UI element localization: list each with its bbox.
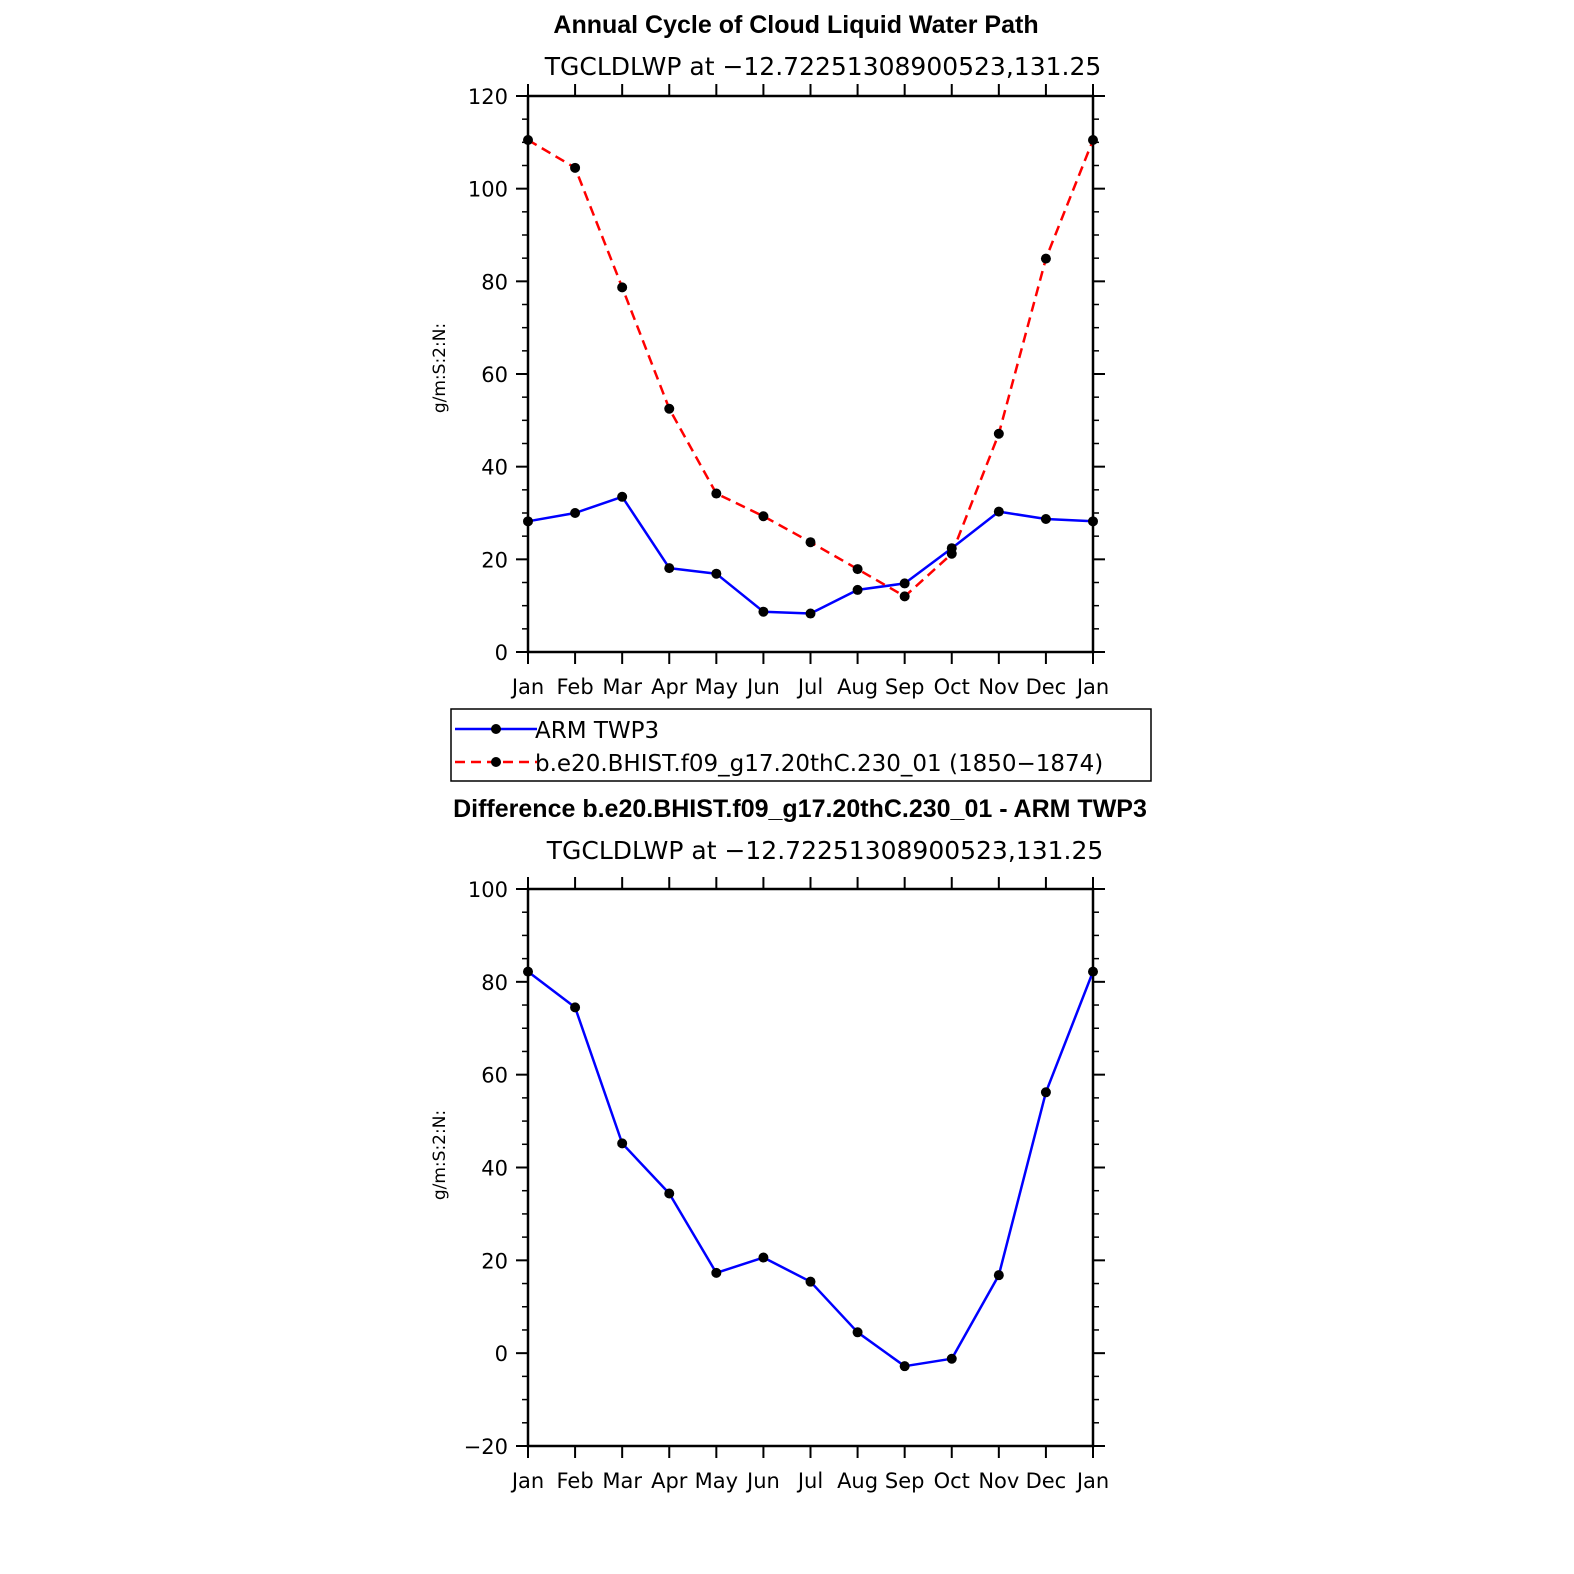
chart-subtitle: TGCLDLWP at −12.72251308900523,131.25 bbox=[546, 836, 1104, 865]
data-point-series-0 bbox=[523, 516, 533, 527]
x-tick-label: Jan bbox=[1075, 1469, 1109, 1493]
data-point-series-0 bbox=[664, 563, 675, 574]
x-tick-label: Oct bbox=[934, 1469, 970, 1493]
data-point-series-0 bbox=[617, 491, 628, 502]
y-tick-label: 40 bbox=[481, 456, 508, 480]
data-point-series-1 bbox=[664, 403, 675, 414]
x-tick-label: Jan bbox=[510, 1469, 544, 1493]
data-point-series-1 bbox=[805, 537, 816, 548]
y-tick-label: 0 bbox=[495, 641, 508, 665]
x-tick-label: Jul bbox=[796, 675, 823, 699]
data-point-series-1 bbox=[570, 162, 581, 173]
data-point-series-0 bbox=[617, 1138, 628, 1149]
x-tick-label: Apr bbox=[651, 675, 688, 699]
data-point-series-0 bbox=[805, 1276, 816, 1287]
y-tick-label: 80 bbox=[481, 270, 508, 294]
data-point-series-0 bbox=[946, 1353, 957, 1364]
difference-chart: Difference b.e20.BHIST.f09_g17.20thC.230… bbox=[430, 795, 1147, 1493]
x-tick-label: Jul bbox=[796, 1469, 823, 1493]
data-point-series-1 bbox=[1040, 253, 1051, 264]
y-axis-label: g/m:S:2:N: bbox=[430, 323, 450, 413]
chart-subtitle: TGCLDLWP at −12.72251308900523,131.25 bbox=[544, 52, 1102, 81]
x-tick-label: Nov bbox=[978, 1469, 1019, 1493]
x-tick-label: Feb bbox=[556, 675, 593, 699]
plot-frame bbox=[526, 887, 1095, 1448]
data-point-series-0 bbox=[523, 966, 533, 977]
x-tick-label: Dec bbox=[1026, 675, 1067, 699]
x-tick-label: May bbox=[695, 1469, 738, 1493]
y-tick-label: 80 bbox=[481, 971, 508, 995]
data-point-series-0 bbox=[899, 1361, 910, 1372]
x-tick-label: Sep bbox=[885, 1469, 925, 1493]
data-point-series-0 bbox=[1088, 516, 1098, 527]
y-tick-label: 20 bbox=[481, 1249, 508, 1273]
y-tick-label: 60 bbox=[481, 1064, 508, 1088]
x-tick-label: Mar bbox=[602, 675, 642, 699]
x-tick-label: Apr bbox=[651, 1469, 688, 1493]
y-tick-label: 120 bbox=[468, 85, 508, 109]
data-point-series-0 bbox=[664, 1188, 675, 1199]
legend: ARM TWP3 b.e20.BHIST.f09_g17.20thC.230_0… bbox=[450, 708, 1152, 782]
legend-marker-model bbox=[491, 757, 501, 767]
x-tick-label: Aug bbox=[837, 675, 878, 699]
data-point-series-0 bbox=[852, 1327, 863, 1338]
x-tick-label: Dec bbox=[1026, 1469, 1067, 1493]
x-tick-label: May bbox=[695, 675, 738, 699]
data-point-series-0 bbox=[758, 606, 769, 617]
x-tick-label: Jun bbox=[745, 675, 780, 699]
data-point-series-1 bbox=[852, 564, 863, 575]
legend-marker-arm bbox=[491, 724, 501, 734]
data-point-series-0 bbox=[852, 584, 863, 595]
x-tick-label: Sep bbox=[885, 675, 925, 699]
x-tick-label: Jan bbox=[1075, 675, 1109, 699]
data-point-series-1 bbox=[711, 488, 722, 499]
data-point-series-0 bbox=[899, 578, 910, 589]
data-point-series-0 bbox=[993, 1270, 1004, 1281]
y-tick-label: 40 bbox=[481, 1157, 508, 1181]
data-point-series-0 bbox=[1040, 1087, 1051, 1098]
data-point-series-0 bbox=[758, 1252, 769, 1263]
series-line-1 bbox=[527, 138, 1095, 598]
x-tick-label: Jan bbox=[510, 675, 544, 699]
data-point-series-1 bbox=[993, 428, 1004, 439]
data-point-series-1 bbox=[617, 282, 628, 293]
y-tick-label: 100 bbox=[468, 178, 508, 202]
y-tick-label: 100 bbox=[468, 878, 508, 902]
series-line-0 bbox=[527, 970, 1095, 1368]
y-tick-label: −20 bbox=[464, 1435, 508, 1459]
data-point-series-0 bbox=[570, 1002, 581, 1013]
data-point-series-1 bbox=[1088, 135, 1098, 146]
data-point-series-0 bbox=[1040, 514, 1051, 525]
data-point-series-0 bbox=[1088, 966, 1098, 977]
legend-label-arm: ARM TWP3 bbox=[535, 718, 659, 744]
series-line-0 bbox=[527, 495, 1094, 615]
data-point-series-1 bbox=[899, 591, 910, 602]
data-point-series-1 bbox=[758, 511, 769, 522]
data-point-series-0 bbox=[805, 608, 816, 619]
data-point-series-0 bbox=[711, 1267, 722, 1278]
y-tick-label: 0 bbox=[495, 1342, 508, 1366]
x-tick-label: Mar bbox=[602, 1469, 642, 1493]
plot-frame bbox=[526, 94, 1095, 654]
y-tick-label: 20 bbox=[481, 548, 508, 572]
data-point-series-0 bbox=[993, 506, 1004, 517]
cloud-liquid-water-path-chart: Annual Cycle of Cloud Liquid Water Path … bbox=[430, 11, 1109, 699]
chart-title: Annual Cycle of Cloud Liquid Water Path bbox=[553, 11, 1038, 39]
x-tick-label: Aug bbox=[837, 1469, 878, 1493]
x-tick-label: Feb bbox=[556, 1469, 593, 1493]
x-tick-label: Nov bbox=[978, 675, 1019, 699]
x-tick-label: Jun bbox=[745, 1469, 780, 1493]
data-point-series-0 bbox=[570, 508, 581, 518]
legend-box bbox=[450, 708, 1152, 782]
legend-label-model: b.e20.BHIST.f09_g17.20thC.230_01 (1850−1… bbox=[535, 751, 1103, 777]
y-axis-label: g/m:S:2:N: bbox=[430, 1110, 450, 1200]
data-point-series-1 bbox=[523, 135, 533, 146]
chart-title: Difference b.e20.BHIST.f09_g17.20thC.230… bbox=[453, 795, 1147, 823]
data-point-series-1 bbox=[946, 548, 957, 559]
x-tick-label: Oct bbox=[934, 675, 970, 699]
y-tick-label: 60 bbox=[481, 363, 508, 387]
data-point-series-0 bbox=[711, 568, 722, 579]
